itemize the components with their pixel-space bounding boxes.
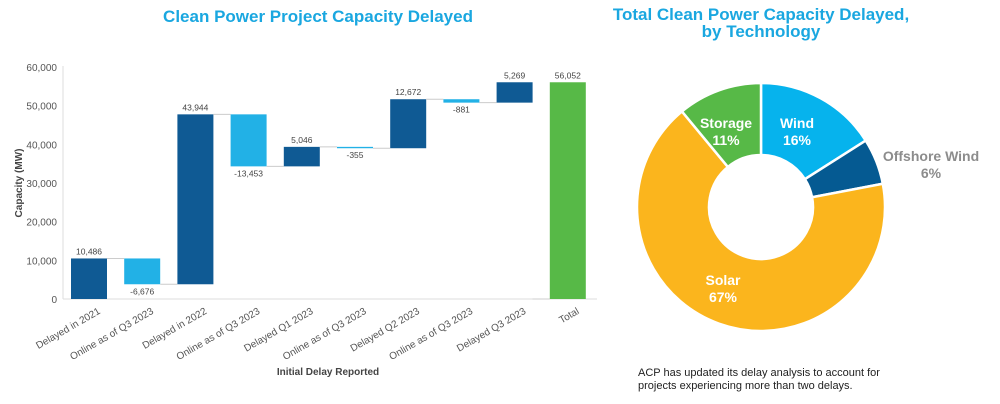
category-label: Total bbox=[558, 306, 582, 326]
bar bbox=[443, 99, 480, 103]
bar bbox=[124, 258, 161, 285]
footnote: ACP has updated its delay analysis to ac… bbox=[638, 367, 880, 392]
bar bbox=[390, 99, 427, 149]
data-label: 12,672 bbox=[395, 87, 421, 97]
bar bbox=[549, 82, 586, 300]
y-tick-label: 40,000 bbox=[26, 140, 57, 151]
pie-title-line2: by Technology bbox=[702, 22, 821, 41]
waterfall-title: Clean Power Project Capacity Delayed bbox=[163, 7, 473, 26]
bar bbox=[71, 258, 107, 299]
slice-name-label: Storage bbox=[700, 115, 752, 131]
y-tick-label: 30,000 bbox=[26, 179, 57, 190]
y-tick-label: 50,000 bbox=[26, 102, 57, 113]
slice-percent-label: 16% bbox=[783, 132, 812, 148]
slice-storage bbox=[680, 81, 763, 169]
pie-title-line1: Total Clean Power Capacity Delayed, bbox=[613, 5, 909, 24]
data-label: -881 bbox=[453, 105, 470, 115]
data-label: 5,269 bbox=[504, 70, 526, 80]
slice-percent-label: 11% bbox=[712, 132, 740, 148]
data-label: 56,052 bbox=[555, 70, 581, 80]
bar bbox=[283, 146, 320, 167]
y-tick-label: 10,000 bbox=[26, 256, 57, 267]
slice-solar bbox=[635, 109, 887, 333]
slice-wind bbox=[759, 81, 868, 181]
y-tick-label: 0 bbox=[51, 295, 57, 306]
data-label: 10,486 bbox=[76, 246, 102, 256]
y-tick-label: 60,000 bbox=[26, 63, 57, 74]
slice-percent-label: 6% bbox=[921, 165, 942, 181]
slice-name-label: Offshore Wind bbox=[883, 148, 979, 164]
bar bbox=[230, 114, 267, 167]
slice-name-label: Wind bbox=[780, 115, 814, 131]
x-axis-label: Initial Delay Reported bbox=[277, 367, 379, 378]
y-axis-label: Capacity (MW) bbox=[14, 149, 25, 218]
data-label: -13,453 bbox=[234, 168, 263, 178]
bar bbox=[177, 114, 214, 285]
data-label: 5,046 bbox=[291, 135, 313, 145]
slice-name-label: Solar bbox=[705, 272, 741, 288]
y-tick-label: 20,000 bbox=[26, 218, 57, 229]
waterfall-marks: 0 10,000 20,000 30,000 40,000 50,000 60,000 10,… bbox=[26, 63, 586, 363]
slice-percent-label: 67% bbox=[709, 289, 738, 305]
bar bbox=[496, 82, 533, 103]
data-label: 43,944 bbox=[182, 102, 208, 112]
data-label: -355 bbox=[346, 150, 363, 160]
bar bbox=[337, 146, 373, 149]
data-label: -6,676 bbox=[130, 286, 154, 296]
